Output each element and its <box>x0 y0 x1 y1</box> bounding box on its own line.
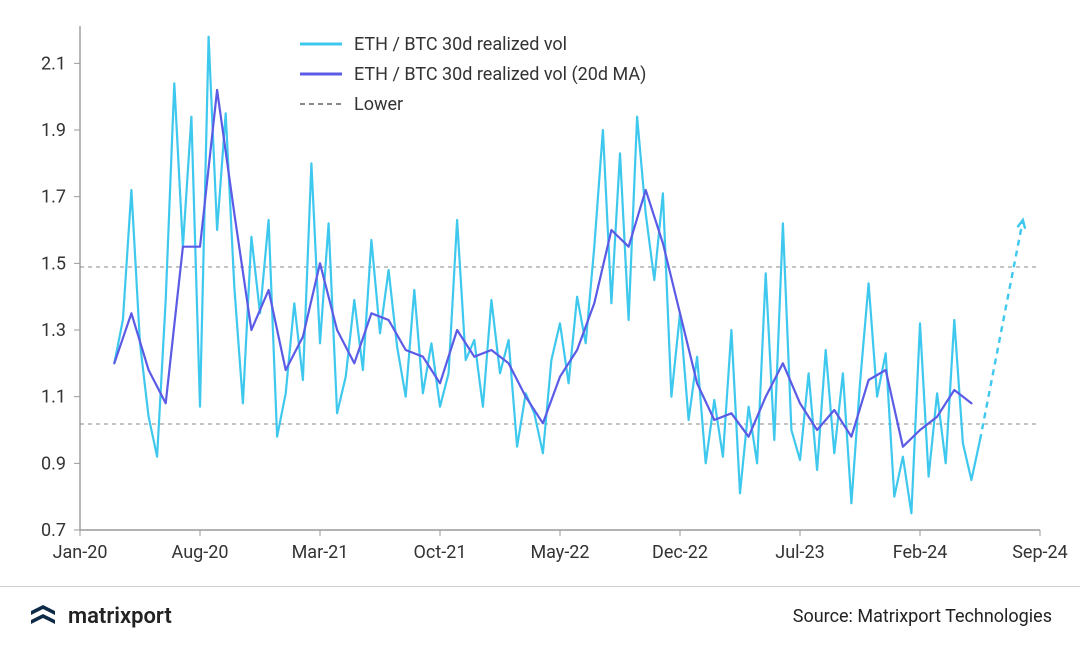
y-tick-label: 1.1 <box>41 387 66 408</box>
x-tick-label: Dec-22 <box>652 542 708 563</box>
y-tick-label: 1.5 <box>41 253 66 274</box>
legend-label: ETH / BTC 30d realized vol (20d MA) <box>354 64 646 85</box>
source-text: Source: Matrixport Technologies <box>793 606 1052 627</box>
line-chart: 0.7 0.9 1.1 1.3 1.5 1.7 1.9 2.1 Jan-20 Aug-20 Mar-… <box>0 0 1080 586</box>
matrixport-icon <box>28 602 58 632</box>
brand-name: matrixport <box>68 604 172 629</box>
x-tick-label: Aug-20 <box>172 542 229 563</box>
y-tick-label: 2.1 <box>41 53 66 74</box>
y-tick-label: 1.3 <box>41 320 66 341</box>
legend-label: Lower <box>354 94 403 115</box>
x-tick-label: May-22 <box>530 542 589 563</box>
brand-logo: matrixport <box>28 602 172 632</box>
legend-label: ETH / BTC 30d realized vol <box>354 34 567 55</box>
x-tick-label: Feb-24 <box>893 542 948 563</box>
x-tick-label: Mar-21 <box>292 542 349 563</box>
chart-container: 0.7 0.9 1.1 1.3 1.5 1.7 1.9 2.1 Jan-20 Aug-20 Mar-… <box>0 0 1080 586</box>
y-tick-label: 0.7 <box>41 520 66 541</box>
x-tick-label: Jan-20 <box>53 542 108 563</box>
y-tick-label: 0.9 <box>41 453 66 474</box>
y-tick-label: 1.7 <box>41 187 66 208</box>
footer-bar: matrixport Source: Matrixport Technologi… <box>0 586 1080 646</box>
x-tick-label: Oct-21 <box>414 542 467 563</box>
x-tick-label: Jul-23 <box>775 542 824 563</box>
y-tick-label: 1.9 <box>41 120 66 141</box>
forecast-arrow-line <box>980 220 1023 440</box>
x-tick-label: Sep-24 <box>1012 542 1068 563</box>
forecast-arrow-head <box>1017 220 1025 229</box>
